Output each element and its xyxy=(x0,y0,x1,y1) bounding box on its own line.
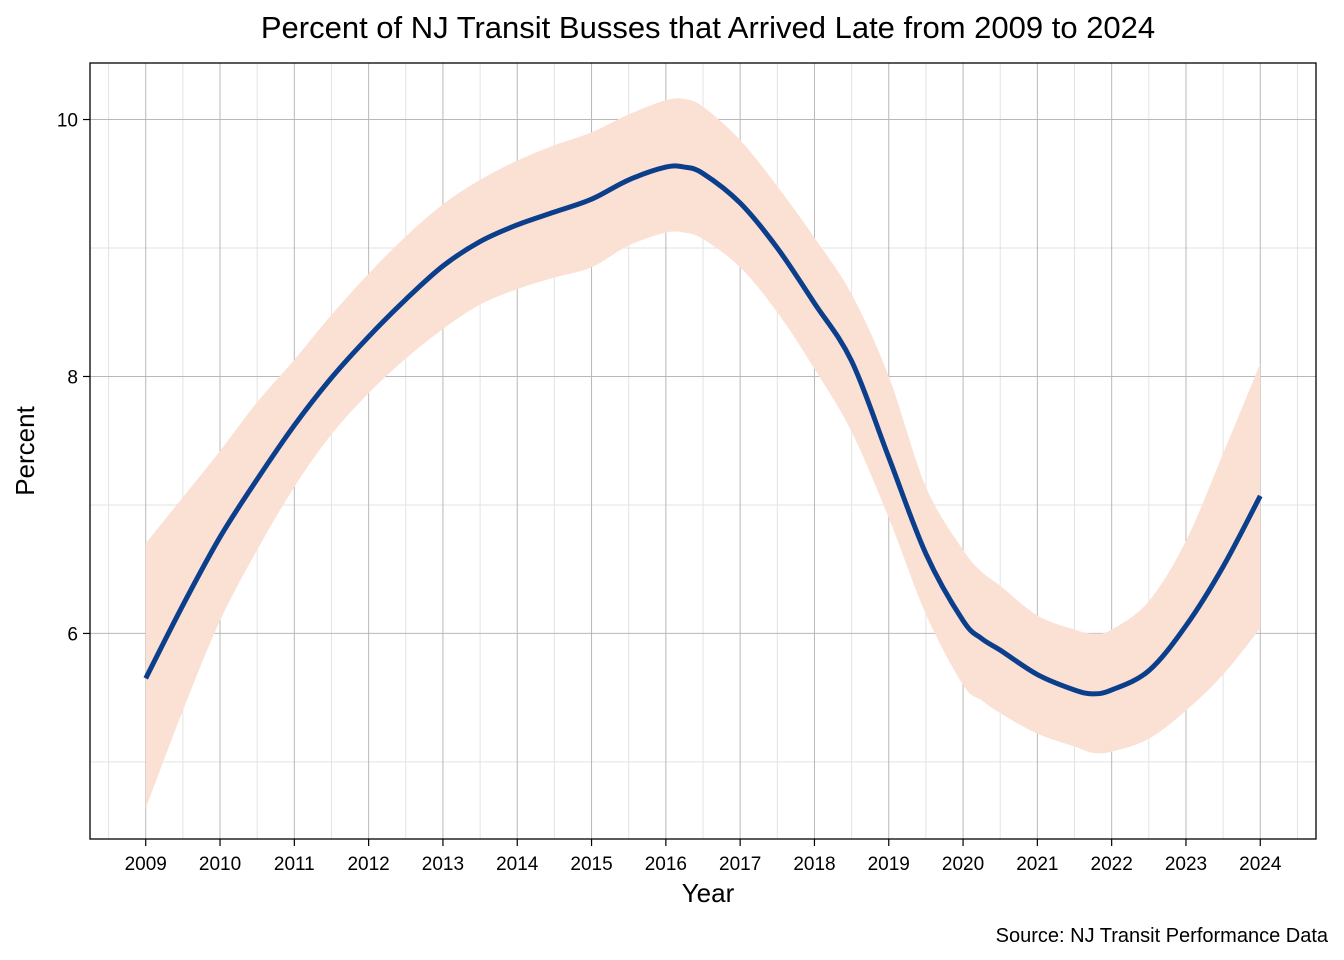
y-axis-title: Percent xyxy=(10,405,40,495)
source-caption: Source: NJ Transit Performance Data xyxy=(996,925,1329,947)
x-tick-label: 2013 xyxy=(422,854,464,875)
x-tick-label: 2023 xyxy=(1165,854,1207,875)
y-tick-label: 10 xyxy=(57,111,78,132)
x-tick-label: 2011 xyxy=(274,854,315,875)
x-tick-label: 2014 xyxy=(496,854,539,875)
x-tick-label: 2019 xyxy=(868,854,910,875)
x-tick-label: 2017 xyxy=(719,854,761,875)
x-tick-label: 2015 xyxy=(570,854,612,875)
x-tick-label: 2018 xyxy=(793,854,835,875)
y-tick-label: 6 xyxy=(67,624,78,645)
plot-panel-border xyxy=(89,62,1317,840)
chart-title: Percent of NJ Transit Busses that Arrive… xyxy=(261,10,1155,45)
x-tick-label: 2009 xyxy=(125,854,167,875)
x-tick-label: 2022 xyxy=(1091,854,1133,875)
x-tick-label: 2010 xyxy=(199,854,241,875)
x-tick-label: 2024 xyxy=(1239,854,1282,875)
x-axis-title: Year xyxy=(682,878,735,908)
y-axis-ticks: 6 8 10 xyxy=(57,111,90,645)
x-axis-ticks: 2009 2010 2011 2012 2013 2014 2015 2016 2017 2018… xyxy=(125,839,1282,875)
confidence-band xyxy=(145,98,1261,809)
x-tick-label: 2020 xyxy=(942,854,984,875)
x-tick-label: 2012 xyxy=(347,854,389,875)
x-tick-label: 2021 xyxy=(1016,854,1058,875)
y-tick-label: 8 xyxy=(67,367,78,388)
smoothed-trend-line xyxy=(143,163,1263,697)
x-tick-label: 2016 xyxy=(645,854,687,875)
